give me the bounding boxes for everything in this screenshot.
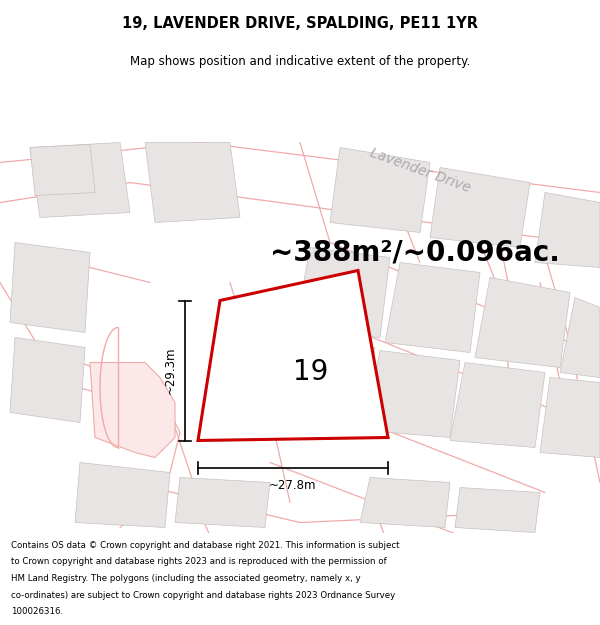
Polygon shape xyxy=(175,478,270,528)
Polygon shape xyxy=(10,338,85,422)
Polygon shape xyxy=(30,144,95,196)
Polygon shape xyxy=(90,362,175,458)
Text: Contains OS data © Crown copyright and database right 2021. This information is : Contains OS data © Crown copyright and d… xyxy=(11,541,400,549)
Polygon shape xyxy=(430,168,530,248)
Polygon shape xyxy=(330,148,430,232)
Text: ~29.3m: ~29.3m xyxy=(163,347,176,394)
Polygon shape xyxy=(75,462,170,528)
Polygon shape xyxy=(560,298,600,378)
Polygon shape xyxy=(455,488,540,532)
Polygon shape xyxy=(365,351,460,438)
Polygon shape xyxy=(280,338,375,428)
Polygon shape xyxy=(385,262,480,352)
Text: 19: 19 xyxy=(293,358,329,386)
Text: 100026316.: 100026316. xyxy=(11,608,63,616)
Polygon shape xyxy=(198,271,388,441)
Text: Map shows position and indicative extent of the property.: Map shows position and indicative extent… xyxy=(130,56,470,68)
Polygon shape xyxy=(475,278,570,368)
Polygon shape xyxy=(360,478,450,528)
Polygon shape xyxy=(145,142,240,222)
Text: co-ordinates) are subject to Crown copyright and database rights 2023 Ordnance S: co-ordinates) are subject to Crown copyr… xyxy=(11,591,395,600)
Polygon shape xyxy=(535,192,600,268)
Text: 19, LAVENDER DRIVE, SPALDING, PE11 1YR: 19, LAVENDER DRIVE, SPALDING, PE11 1YR xyxy=(122,16,478,31)
Polygon shape xyxy=(540,378,600,458)
Polygon shape xyxy=(30,142,130,218)
Text: HM Land Registry. The polygons (including the associated geometry, namely x, y: HM Land Registry. The polygons (includin… xyxy=(11,574,361,583)
Text: ~27.8m: ~27.8m xyxy=(269,479,317,492)
Polygon shape xyxy=(295,248,390,338)
Text: Lavender Drive: Lavender Drive xyxy=(368,146,472,195)
Polygon shape xyxy=(10,242,90,332)
Text: ~388m²/~0.096ac.: ~388m²/~0.096ac. xyxy=(270,239,560,266)
Text: to Crown copyright and database rights 2023 and is reproduced with the permissio: to Crown copyright and database rights 2… xyxy=(11,558,386,566)
Polygon shape xyxy=(450,362,545,448)
